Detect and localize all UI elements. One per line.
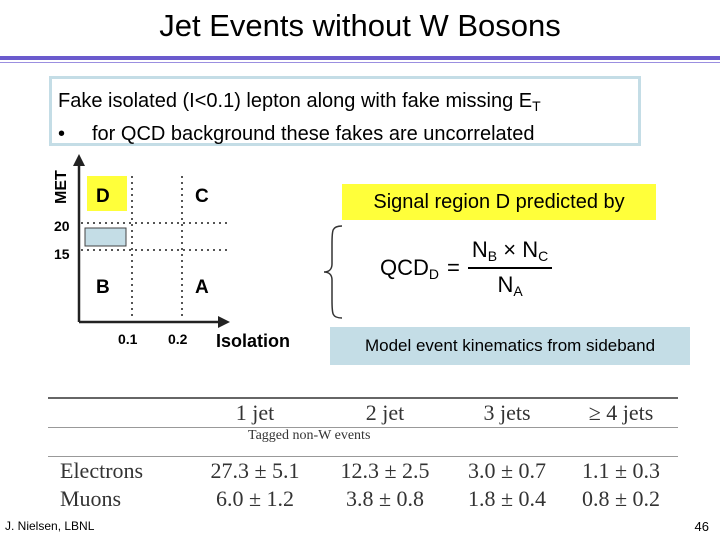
- formula-denominator: NA: [497, 269, 522, 299]
- results-table-container: 1 jet 2 jet 3 jets ≥ 4 jets Tagged non-W…: [48, 397, 678, 513]
- region-c-label: C: [195, 186, 209, 207]
- x-axis-arrow-icon: [218, 316, 230, 328]
- curly-brace-icon: [323, 225, 343, 319]
- table-cell: 1.1 ± 0.3: [581, 458, 661, 483]
- title-divider-thin: [0, 62, 720, 63]
- intro-line-1: Fake isolated (I<0.1) lepton along with …: [58, 87, 632, 120]
- intro-subscript: T: [532, 98, 541, 114]
- bullet-icon: •: [58, 123, 66, 145]
- table-caption-spacer: [48, 427, 190, 457]
- intro-text: Fake isolated (I<0.1) lepton along with …: [58, 90, 533, 112]
- region-d-highlight: [87, 176, 127, 211]
- formula-lhs: QCDD: [380, 255, 439, 282]
- formula-equals: =: [447, 255, 460, 280]
- region-b-label: B: [96, 277, 110, 298]
- table-row: Muons 6.0 ± 1.2 3.8 ± 0.8 1.8 ± 0.4 0.8 …: [48, 485, 678, 513]
- table-cell: 3.0 ± 0.7: [467, 458, 547, 483]
- table-cell: 12.3 ± 2.5: [340, 458, 430, 483]
- table-header-cell: 3 jets: [450, 397, 564, 428]
- author-footer: J. Nielsen, LBNL: [5, 519, 95, 533]
- slide-title: Jet Events without W Bosons: [159, 8, 561, 43]
- intro-bullet-text: for QCD background these fakes are uncor…: [92, 123, 535, 145]
- abcd-region-diagram: MET 20 15 0.1 0.2 Isolation D C B A: [53, 154, 290, 351]
- formula-na-sub: A: [513, 283, 523, 299]
- table-cell: 6.0 ± 1.2: [215, 486, 295, 511]
- table-cell: 27.3 ± 5.1: [210, 458, 300, 483]
- y-axis-label: MET: [53, 170, 70, 204]
- row-label: Muons: [60, 486, 122, 511]
- x-axis-label: Isolation: [216, 331, 290, 351]
- signal-band-box: [84, 227, 127, 247]
- table-header-cell: [48, 397, 190, 428]
- table-header-cell: 1 jet: [190, 397, 321, 428]
- formula-nb-sub: B: [487, 248, 498, 264]
- table-cell: 1.8 ± 0.4: [467, 486, 547, 511]
- signal-region-label: Signal region D predicted by: [342, 184, 656, 220]
- formula-fraction: NB × NC NA: [467, 237, 553, 299]
- y-tick-15: 15: [54, 246, 70, 262]
- table-row: Electrons 27.3 ± 5.1 12.3 ± 2.5 3.0 ± 0.…: [48, 457, 678, 486]
- table-caption-row: Tagged non-W events: [48, 427, 678, 457]
- intro-box: Fake isolated (I<0.1) lepton along with …: [49, 76, 641, 146]
- formula-na: N: [497, 272, 514, 297]
- x-tick-01: 0.1: [118, 331, 138, 347]
- formula-nc: N: [522, 237, 539, 262]
- title-divider: [0, 56, 720, 60]
- tagged-events-table: 1 jet 2 jet 3 jets ≥ 4 jets Tagged non-W…: [48, 397, 678, 513]
- table-header-row: 1 jet 2 jet 3 jets ≥ 4 jets: [48, 397, 678, 428]
- formula-nb: N: [471, 237, 488, 262]
- region-a-label: A: [195, 277, 209, 298]
- page-number: 46: [694, 519, 709, 534]
- x-tick-02: 0.2: [168, 331, 188, 347]
- formula-times: ×: [503, 237, 517, 262]
- model-kinematics-label: Model event kinematics from sideband: [330, 327, 690, 365]
- table-caption: Tagged non-W events: [190, 427, 678, 457]
- row-label: Electrons: [60, 458, 144, 483]
- formula-numerator: NB × NC: [467, 237, 553, 269]
- y-axis-arrow-icon: [73, 154, 85, 166]
- formula-qcd: QCD: [380, 254, 429, 280]
- formula-nc-sub: C: [538, 248, 549, 264]
- y-tick-20: 20: [54, 218, 70, 234]
- formula-lhs-subscript: D: [428, 265, 440, 282]
- region-d-label: D: [96, 186, 110, 207]
- table-header-cell: ≥ 4 jets: [564, 397, 678, 428]
- intro-line-2: • for QCD background these fakes are unco…: [58, 120, 632, 148]
- table-cell: 0.8 ± 0.2: [581, 486, 661, 511]
- table-header-cell: 2 jet: [320, 397, 451, 428]
- qcd-prediction-formula: QCDD = NB × NC NA: [380, 236, 553, 300]
- table-cell: 3.8 ± 0.8: [345, 486, 425, 511]
